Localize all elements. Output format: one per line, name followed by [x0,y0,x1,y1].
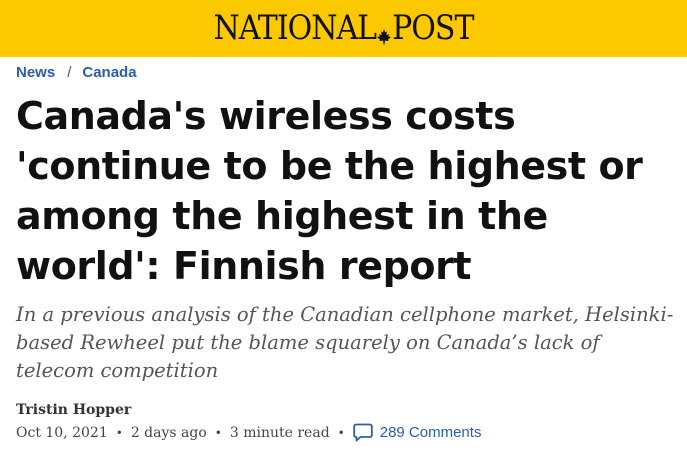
article-header: News / Canada Canada's wireless costs 'c… [0,61,687,442]
logo-text-post: POST [392,8,474,49]
maple-leaf-icon [377,14,392,45]
meta-separator: • [337,425,345,440]
read-time: 3 minute read [229,424,330,441]
site-logo[interactable]: NATIONAL POST [213,8,475,49]
speech-bubble-icon [353,423,373,442]
comments-link[interactable]: 289 Comments [353,423,482,442]
meta-separator: • [115,425,123,440]
publish-date: Oct 10, 2021 [16,424,108,441]
article-dek: In a previous analysis of the Canadian c… [16,303,674,382]
article-meta: Oct 10, 2021 • 2 days ago • 3 minute rea… [16,423,671,442]
article-headline: Canada's wireless costs 'continue to be … [16,94,643,288]
author-name[interactable]: Tristin Hopper [16,402,132,418]
breadcrumb-canada[interactable]: Canada [82,63,137,81]
breadcrumb: News / Canada [16,61,671,83]
relative-time: 2 days ago [130,424,207,441]
comments-count: 289 Comments [379,424,482,441]
masthead: NATIONAL POST [0,0,687,57]
meta-separator: • [214,425,222,440]
breadcrumb-separator: / [67,63,72,81]
logo-text-national: NATIONAL [213,8,378,49]
breadcrumb-news[interactable]: News [16,63,56,81]
